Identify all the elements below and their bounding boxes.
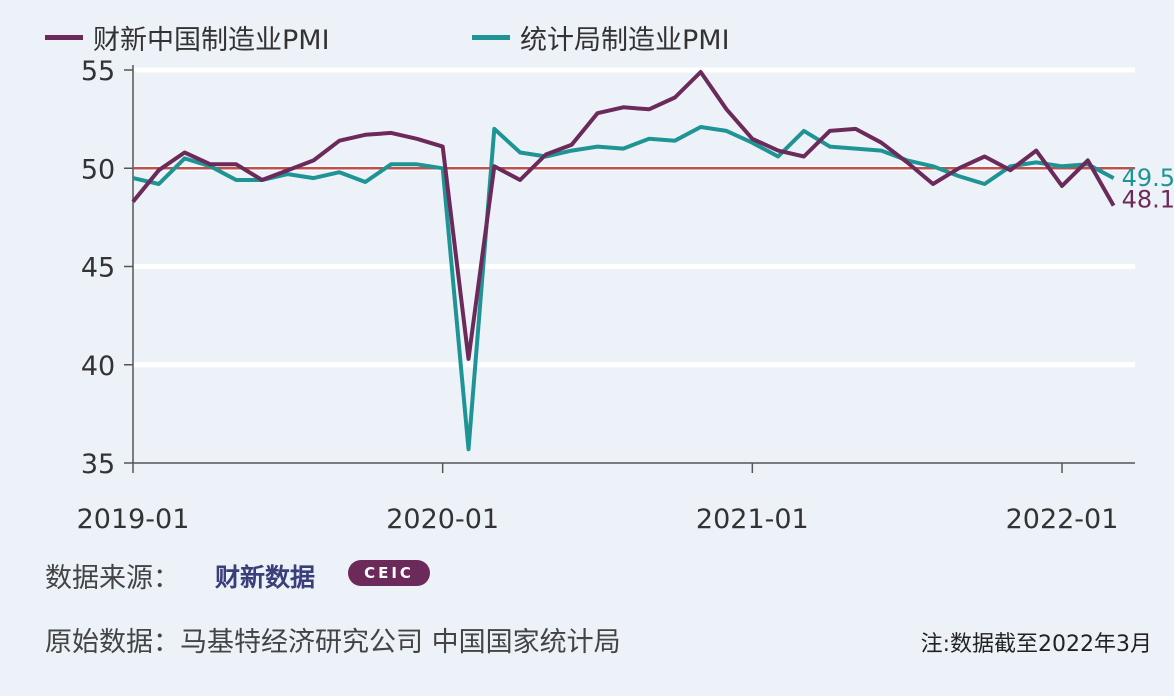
x-tick-label: 2021-01: [696, 504, 809, 535]
y-tick-label: 55: [81, 56, 115, 87]
series-line-nbs: [132, 125, 1115, 452]
caixin-logo: 财新数据: [215, 563, 316, 592]
legend-item-nbs: 统计局制造业PMI: [472, 18, 730, 57]
end-label: 48.1: [1122, 186, 1174, 214]
x-tick-label: 2022-01: [1006, 504, 1119, 535]
legend-label: 财新中国制造业PMI: [93, 25, 330, 56]
y-tick-label: 45: [81, 253, 115, 284]
y-tick-label: 40: [81, 351, 115, 382]
legend-item-caixin: 财新中国制造业PMI: [45, 18, 330, 57]
legend-label: 统计局制造业PMI: [520, 25, 730, 56]
y-tick-label: 50: [81, 154, 115, 185]
legend-swatch: [472, 35, 510, 40]
note: 注:数据截至2022年3月: [920, 632, 1152, 657]
series-line-caixin: [131, 70, 1116, 361]
ceic-logo: CEIC: [348, 560, 430, 586]
raw-source: 原始数据：马基特经济研究公司 中国国家统计局: [45, 627, 621, 658]
legend-swatch: [45, 35, 83, 40]
x-tick-label: 2019-01: [77, 504, 190, 535]
end-label: 49.5: [1122, 164, 1174, 192]
x-tick-label: 2020-01: [386, 504, 499, 535]
source-label: 数据来源：: [45, 563, 180, 594]
y-tick-label: 35: [81, 449, 115, 480]
